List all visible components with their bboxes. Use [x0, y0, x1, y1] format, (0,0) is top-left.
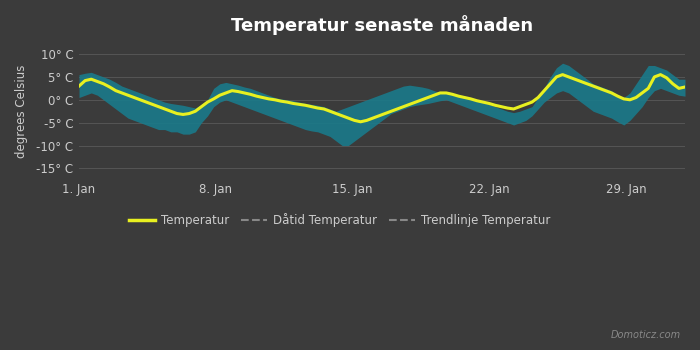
Title: Temperatur senaste månaden: Temperatur senaste månaden [231, 15, 533, 35]
Y-axis label: degrees Celsius: degrees Celsius [15, 64, 28, 158]
Text: Domoticz.com: Domoticz.com [610, 330, 680, 340]
Legend: Temperatur, Dåtid Temperatur, Trendlinje Temperatur: Temperatur, Dåtid Temperatur, Trendlinje… [125, 208, 554, 231]
